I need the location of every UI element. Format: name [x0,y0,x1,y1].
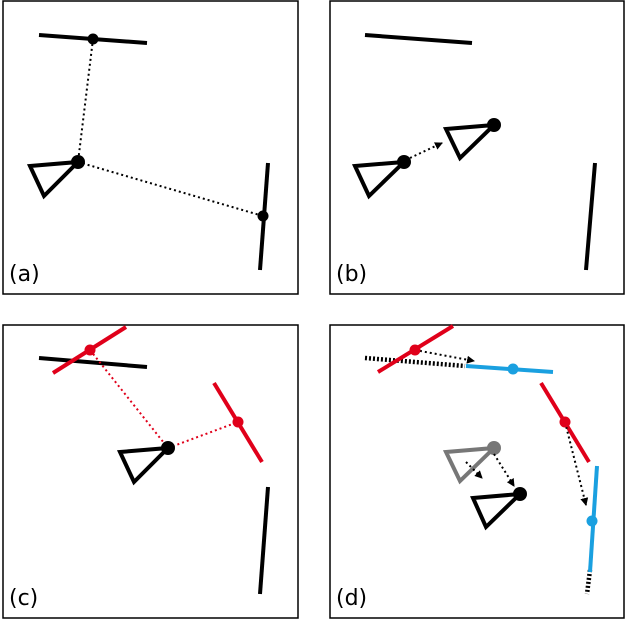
sensor-pose [116,445,174,486]
previous-pose-origin [397,155,411,169]
observed-point-top [84,344,96,356]
wall-right [584,162,597,271]
wall-top [38,356,148,369]
corrected-pose-origin [513,487,527,501]
panel-label: (c) [9,586,38,611]
panel-b-frame [329,0,625,295]
pose-correction-arrow-secondary [465,461,483,479]
sensor-origin [71,155,85,169]
panel-a: (a) [2,0,299,295]
panel-d-frame [329,324,625,619]
corrected-point-top [507,363,519,375]
corrected-pose [470,491,526,531]
sensor-origin [161,441,175,455]
previous-pose [351,159,410,200]
observed-point-right [559,416,571,428]
previous-estimate-pose [442,445,500,485]
correction-offset-top [364,355,466,369]
measurement-ray-top [89,349,169,449]
panel-c: (c) [2,324,299,619]
previous-estimate-origin [487,441,501,455]
panel-a-frame [2,0,299,295]
correspondence-arrow-right [564,421,589,506]
panel-d: (d) [329,324,625,619]
measurement-ray-right [77,161,264,217]
pose-correction-arrow [493,453,515,487]
sensor-pose [26,159,84,200]
correspondence-arrow-top [414,349,475,364]
panel-label: (d) [336,586,367,611]
hit-point-top [87,33,99,45]
predicted-pose-origin [487,118,501,132]
measurement-ray-right [167,421,239,449]
panel-label: (a) [9,262,40,287]
hit-point-right [257,210,269,222]
measurement-ray-top [77,38,94,163]
panel-label: (b) [336,262,367,287]
corrected-point-right [586,515,598,527]
correction-offset-right [584,569,593,595]
observed-point-top [409,344,421,356]
motion-arrow [409,142,443,159]
panel-c-frame [2,324,299,619]
panel-b: (b) [329,0,625,295]
predicted-pose [442,122,500,162]
observed-point-right [232,416,244,428]
wall-top [364,33,473,45]
wall-right [258,486,270,595]
